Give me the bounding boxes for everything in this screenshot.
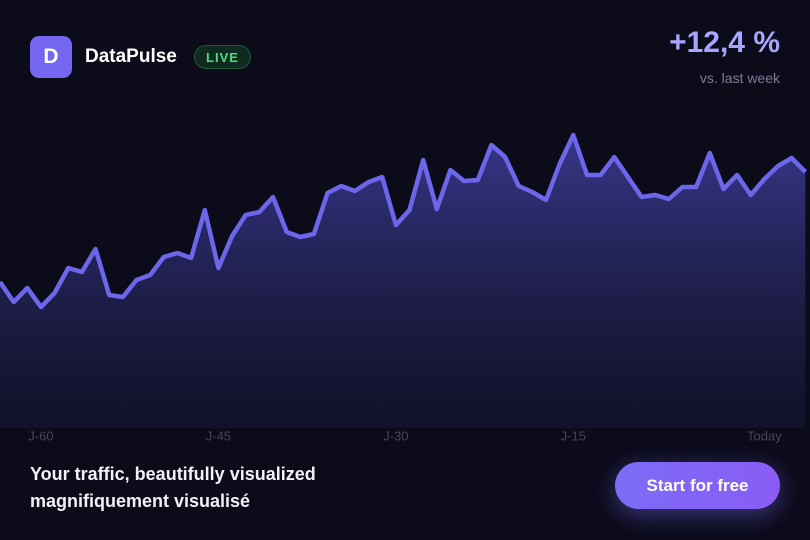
headline-line: Your traffic, beautifully visualized xyxy=(30,464,316,484)
x-tick-label: Today xyxy=(747,428,782,443)
logo: D xyxy=(30,36,72,78)
line xyxy=(0,132,808,310)
x-tick-label: J-60 xyxy=(28,428,53,443)
x-tick-label: J-15 xyxy=(561,428,586,443)
live-badge: LIVE xyxy=(194,45,251,69)
cta-button[interactable]: Start for free xyxy=(615,462,780,509)
x-tick-label: J-30 xyxy=(383,428,408,443)
change-value: +12,4 % xyxy=(669,26,780,59)
brand: DataPulse xyxy=(85,46,177,67)
headline: Your traffic, beautifully visualized mag… xyxy=(30,461,316,515)
headline-line: magnifiquement visualisé xyxy=(30,491,251,511)
change-note: vs. last week xyxy=(699,70,780,86)
area-fill xyxy=(0,135,806,428)
x-tick-label: J-45 xyxy=(206,428,231,443)
